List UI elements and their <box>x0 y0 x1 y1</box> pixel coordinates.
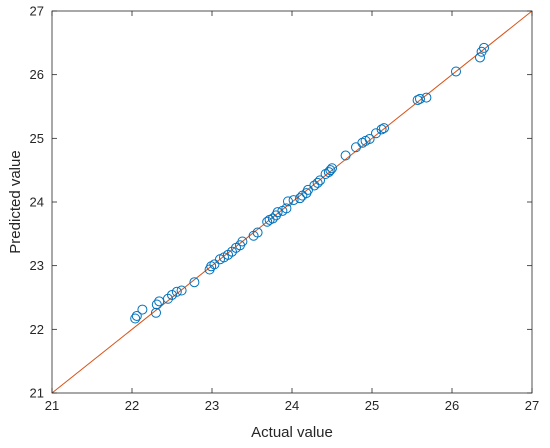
data-point <box>189 277 200 288</box>
y-tick-label: 23 <box>30 258 44 273</box>
data-point <box>283 196 293 207</box>
x-tick-label: 25 <box>365 398 379 413</box>
y-tick-label: 22 <box>30 322 44 337</box>
y-tick-label: 24 <box>30 195 44 210</box>
data-point <box>323 167 334 178</box>
data-point <box>312 177 323 188</box>
y-axis-title: Predicted value <box>7 150 24 253</box>
data-point <box>379 123 389 134</box>
data-point <box>327 163 337 174</box>
data-point <box>325 165 336 176</box>
data-point <box>295 193 305 204</box>
x-tick-label: 27 <box>525 398 539 413</box>
data-point <box>130 313 141 324</box>
x-tick-label: 21 <box>45 398 59 413</box>
data-point <box>151 307 161 318</box>
data-point <box>371 128 381 139</box>
data-point <box>415 93 425 104</box>
y-tick-label: 25 <box>30 131 44 146</box>
data-point <box>171 286 182 297</box>
data-point <box>281 203 292 214</box>
data-point <box>176 285 187 296</box>
data-point <box>421 92 432 103</box>
data-point <box>206 261 217 272</box>
data-point <box>131 310 142 321</box>
y-tick-label: 27 <box>30 4 44 19</box>
data-point <box>262 216 273 227</box>
data-point <box>309 180 320 191</box>
data-point <box>364 133 375 144</box>
data-point <box>479 42 489 53</box>
data-point <box>252 227 263 238</box>
data-point <box>340 150 351 161</box>
x-axis-title: Actual value <box>251 424 333 441</box>
y-tick-label: 21 <box>30 386 44 401</box>
x-tick-label: 26 <box>445 398 459 413</box>
y-tick-label: 26 <box>30 67 44 82</box>
data-point <box>272 207 283 218</box>
data-point <box>451 66 461 77</box>
x-tick-label: 23 <box>205 398 219 413</box>
x-tick-label: 22 <box>125 398 139 413</box>
data-point <box>209 259 220 270</box>
data-point <box>151 299 162 310</box>
data-point <box>288 195 299 206</box>
data-point <box>475 52 485 63</box>
data-point <box>376 124 387 135</box>
data-point <box>237 236 248 247</box>
data-point <box>315 175 325 186</box>
data-points <box>130 42 489 324</box>
data-point <box>137 304 148 315</box>
data-point <box>267 213 278 224</box>
x-tick-label: 24 <box>285 398 299 413</box>
